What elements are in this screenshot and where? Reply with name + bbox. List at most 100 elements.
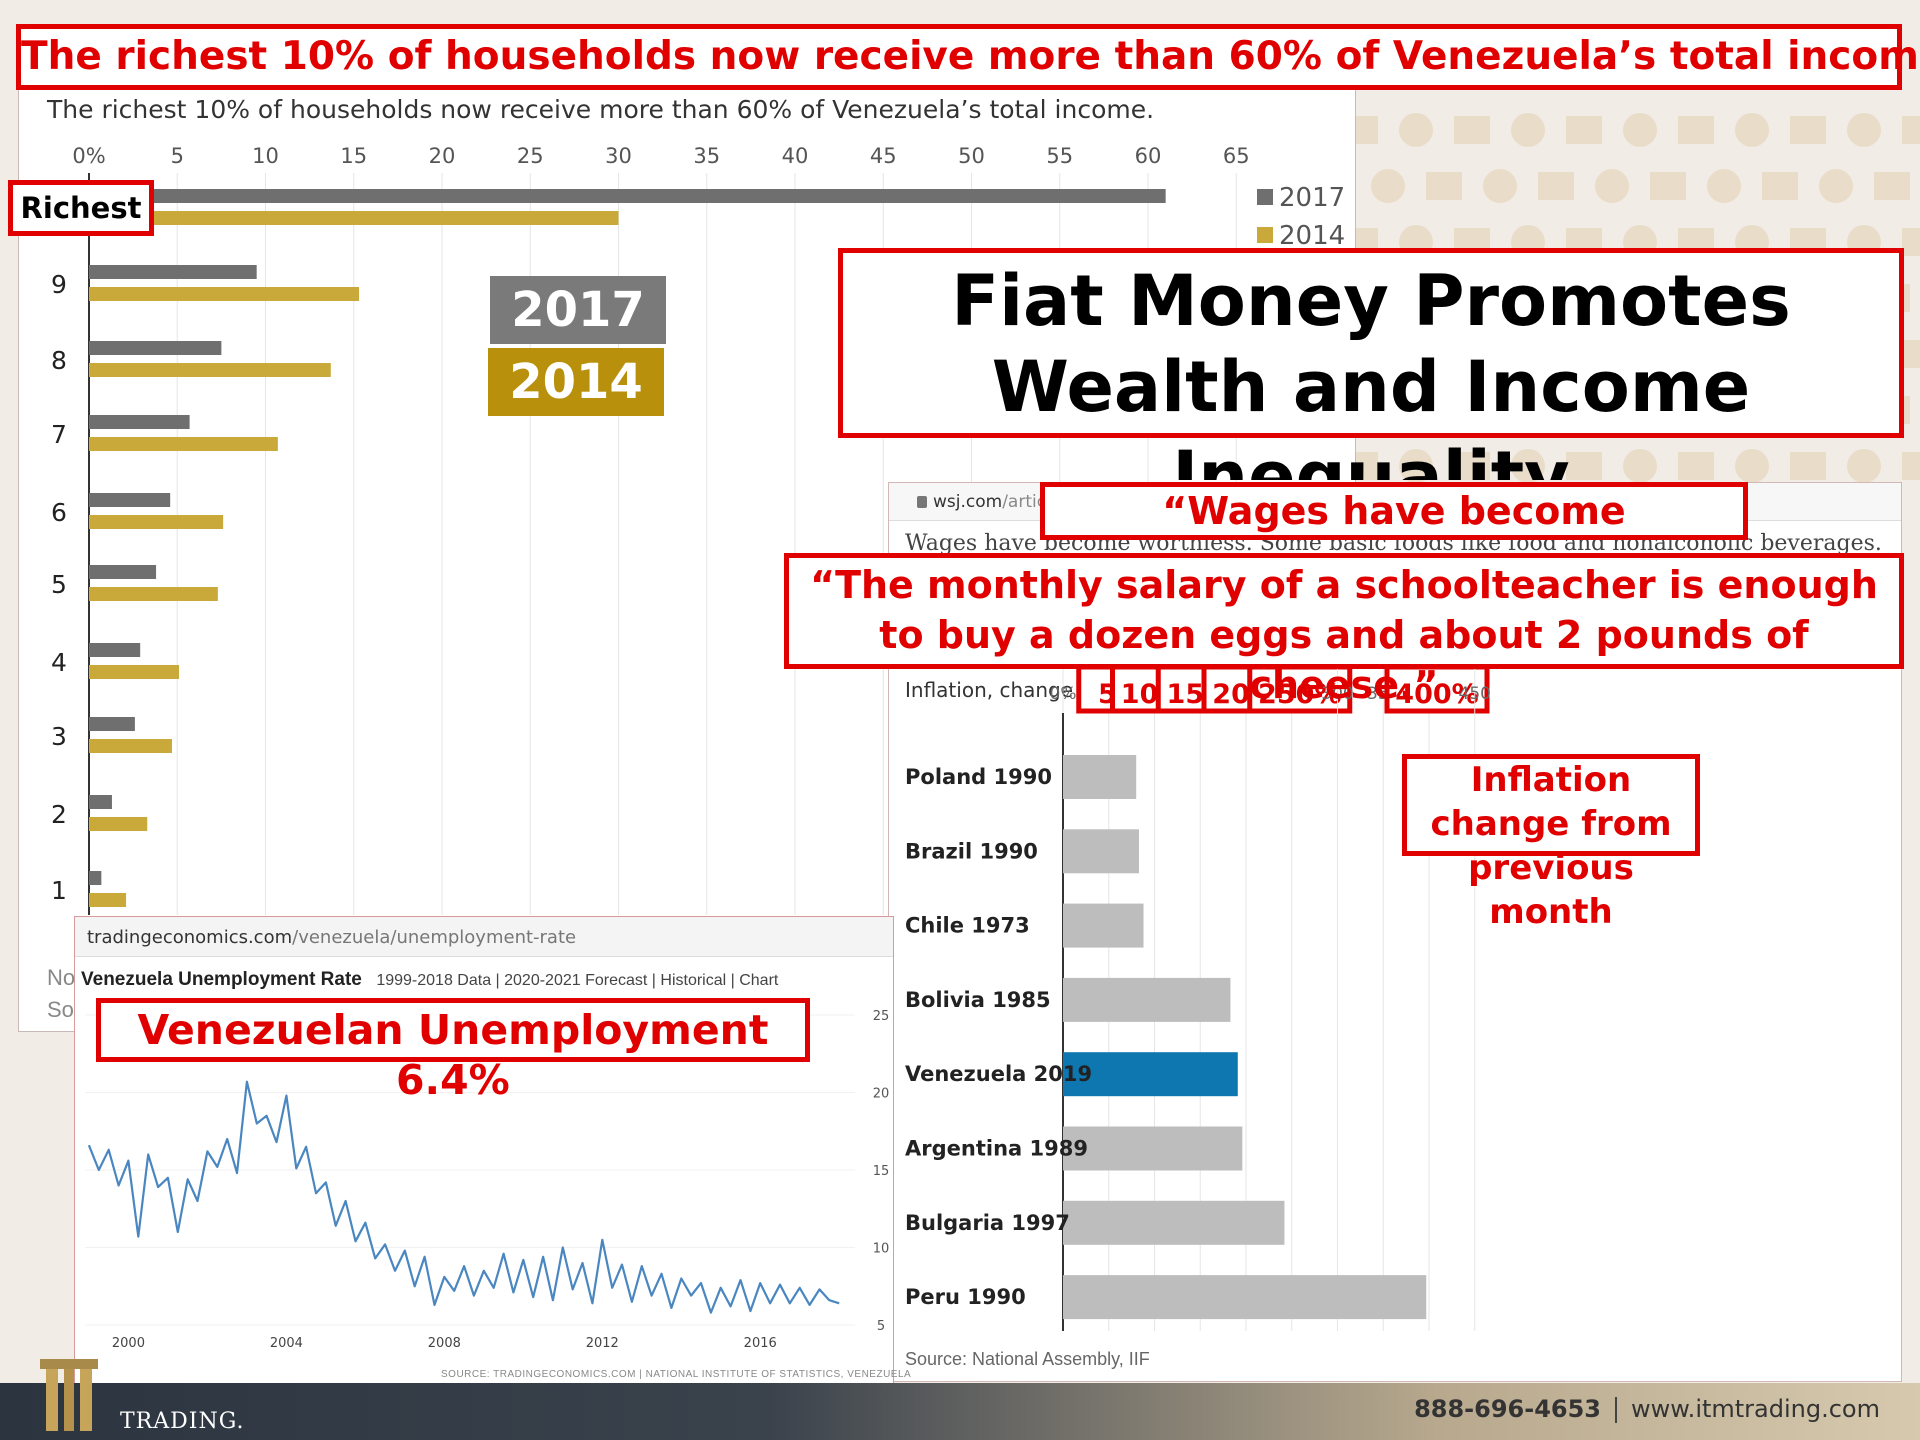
- unemployment-callout-line-1: Venezuelan Unemployment: [137, 1006, 769, 1054]
- inflation-x-tick-label: 0%: [1050, 684, 1077, 704]
- income-x-tick-label: 15: [340, 144, 367, 168]
- income-category-label: 7: [51, 420, 67, 449]
- pattern-block: [1874, 172, 1910, 200]
- income-category-label: 2: [51, 800, 67, 829]
- main-title-line-3: Inequality: [1172, 438, 1570, 480]
- income-category-label: 4: [51, 648, 67, 677]
- income-bar-2014: [89, 287, 360, 301]
- unemployment-x-tick-label: 2000: [112, 1336, 145, 1351]
- pattern-dot: [1483, 169, 1517, 203]
- inflation-bar: [1063, 903, 1144, 948]
- inflation-x-tick-label: 400%: [1395, 679, 1478, 710]
- inflation-callout: Inflation change from previous month: [1430, 760, 1672, 932]
- inflation-category-label: Chile 1973: [905, 914, 1030, 938]
- inflation-x-tick-label: 250%: [1258, 679, 1341, 710]
- pattern-dot: [1819, 169, 1853, 203]
- income-bar-2017: [89, 871, 102, 885]
- pattern-block: [1650, 172, 1686, 200]
- footer-phone[interactable]: 888-696-4653: [1414, 1395, 1601, 1423]
- inflation-x-tick-label: 450: [1459, 684, 1491, 704]
- income-chart-title: The richest 10% of households now receiv…: [47, 95, 1155, 124]
- footer-bar: TRADING. 888-696-4653 www.itmtrading.com: [0, 1359, 1920, 1440]
- income-bar-2014: [89, 665, 180, 679]
- unemployment-x-tick-label: 2012: [586, 1336, 619, 1351]
- inflation-category-label: Bulgaria 1997: [905, 1211, 1070, 1235]
- headline-text: The richest 10% of households now receiv…: [21, 34, 1920, 79]
- legend-label-2017: 2017: [1279, 183, 1345, 213]
- income-x-tick-label: 60: [1135, 144, 1162, 168]
- income-bar-2014: [89, 363, 331, 377]
- pattern-block: [1902, 116, 1920, 144]
- main-title-line-2: Wealth and Income: [991, 346, 1751, 428]
- unemployment-panel: tradingeconomics.com/venezuela/unemploym…: [74, 916, 911, 1386]
- badge-2017: 2017: [490, 276, 666, 344]
- inflation-source: Source: National Assembly, IIF: [905, 1349, 1150, 1369]
- income-bar-2017: [89, 341, 222, 355]
- income-bar-2017: [89, 189, 1166, 203]
- pattern-block: [1566, 452, 1602, 480]
- inflation-bar: [1063, 1275, 1427, 1320]
- quote-short: “Wages have become: [1162, 489, 1626, 533]
- income-category-label: 3: [51, 722, 67, 751]
- income-x-tick-label: 50: [958, 144, 985, 168]
- inflation-bar-chart: 0%50100%150%200%250%300350400%450Poland …: [905, 605, 1491, 1331]
- unemployment-x-tick-label: 2008: [428, 1336, 461, 1351]
- income-category-label: 8: [51, 346, 67, 375]
- inflation-bar: [1063, 755, 1137, 799]
- legend-swatch-2014: [1257, 227, 1273, 243]
- income-x-tick-label: 10: [252, 144, 279, 168]
- richest-label-box: Richest: [8, 180, 154, 236]
- inflation-category-label: Bolivia 1985: [905, 988, 1051, 1012]
- lock-icon: [917, 496, 927, 508]
- pattern-block: [1454, 116, 1490, 144]
- pattern-dot: [1707, 169, 1741, 203]
- headline-box: The richest 10% of households now receiv…: [16, 24, 1920, 90]
- income-x-tick-label: 35: [693, 144, 720, 168]
- inflation-bar: [1063, 1052, 1238, 1097]
- footer-contact: 888-696-4653 www.itmtrading.com: [1414, 1395, 1880, 1423]
- income-bar-2014: [89, 437, 278, 451]
- income-bar-2017: [89, 717, 135, 731]
- pattern-block: [1762, 172, 1798, 200]
- income-x-tick-label: 45: [870, 144, 897, 168]
- income-bar-2017: [89, 415, 190, 429]
- income-bar-2014: [89, 739, 172, 753]
- pattern-dot: [1399, 113, 1433, 147]
- inflation-bar: [1063, 1126, 1243, 1171]
- income-x-tick-label: 30: [605, 144, 632, 168]
- income-bar-2014: [89, 817, 148, 831]
- unemployment-subtitle: 1999-2018 Data | 2020-2021 Forecast | Hi…: [376, 972, 779, 989]
- inflation-category-label: Venezuela 2019: [905, 1062, 1092, 1086]
- pattern-block: [1538, 172, 1574, 200]
- legend-label-2014: 2014: [1279, 221, 1345, 251]
- quote-short-box: “Wages have become: [1040, 482, 1748, 540]
- inflation-category-label: Brazil 1990: [905, 839, 1038, 863]
- income-bar-2014: [89, 587, 218, 601]
- main-title-box: [838, 248, 1904, 438]
- te-url[interactable]: tradingeconomics.com/venezuela/unemploym…: [87, 927, 576, 948]
- itm-logo-icon: [40, 1359, 98, 1431]
- pattern-block: [1566, 116, 1602, 144]
- pattern-dot: [1623, 113, 1657, 147]
- income-chart-footnote-2: So: [47, 997, 74, 1022]
- te-url-domain: tradingeconomics.com: [87, 927, 293, 948]
- pattern-block: [1678, 452, 1714, 480]
- footer-website[interactable]: www.itmtrading.com: [1631, 1395, 1880, 1423]
- income-bar-2017: [89, 643, 141, 657]
- income-category-label: 6: [51, 498, 67, 527]
- income-x-tick-label: 5: [171, 144, 184, 168]
- income-x-tick-label: 0%: [72, 144, 105, 168]
- pattern-block: [1790, 452, 1826, 480]
- unemployment-callout-line-2: 6.4%: [396, 1056, 510, 1104]
- main-title-line-1: Fiat Money Promotes: [951, 260, 1791, 342]
- pattern-block: [1902, 452, 1920, 480]
- income-bar-2017: [89, 565, 157, 579]
- pattern-dot: [1371, 169, 1405, 203]
- quote-main: “The monthly salary of a schoolteacher i…: [810, 563, 1878, 707]
- te-url-path: /venezuela/unemployment-rate: [292, 927, 577, 948]
- pattern-dot: [1511, 449, 1545, 483]
- pattern-dot: [1399, 449, 1433, 483]
- income-category-label: 9: [51, 270, 67, 299]
- inflation-bar: [1063, 829, 1139, 874]
- quote-main-box: “The monthly salary of a schoolteacher i…: [784, 553, 1904, 707]
